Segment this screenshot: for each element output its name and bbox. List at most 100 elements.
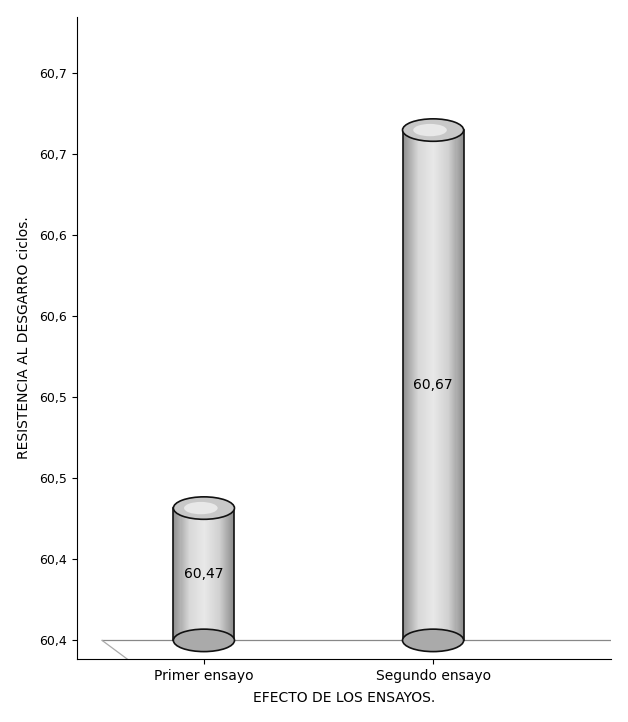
- Bar: [442, 130, 443, 640]
- Ellipse shape: [403, 629, 463, 651]
- Bar: [229, 508, 230, 640]
- Bar: [192, 508, 193, 640]
- Bar: [420, 130, 421, 640]
- Bar: [173, 508, 234, 640]
- Bar: [427, 130, 428, 640]
- Bar: [224, 508, 225, 640]
- Bar: [201, 508, 202, 640]
- Bar: [204, 508, 205, 640]
- Bar: [208, 508, 209, 640]
- Bar: [440, 130, 441, 640]
- Bar: [404, 130, 406, 640]
- Bar: [209, 508, 210, 640]
- Bar: [428, 130, 429, 640]
- Bar: [211, 508, 212, 640]
- Bar: [231, 508, 232, 640]
- Bar: [457, 130, 458, 640]
- Bar: [197, 508, 198, 640]
- Ellipse shape: [173, 497, 234, 519]
- Bar: [462, 130, 463, 640]
- Bar: [210, 508, 211, 640]
- Bar: [422, 130, 423, 640]
- Bar: [188, 508, 190, 640]
- Ellipse shape: [173, 629, 234, 651]
- Bar: [205, 508, 206, 640]
- Bar: [447, 130, 448, 640]
- Bar: [176, 508, 178, 640]
- Bar: [444, 130, 445, 640]
- Bar: [448, 130, 450, 640]
- Bar: [195, 508, 196, 640]
- Bar: [455, 130, 457, 640]
- Bar: [220, 508, 221, 640]
- Bar: [230, 508, 231, 640]
- Bar: [203, 508, 204, 640]
- Bar: [187, 508, 188, 640]
- Bar: [414, 130, 416, 640]
- Bar: [207, 508, 208, 640]
- Bar: [418, 130, 419, 640]
- Bar: [215, 508, 216, 640]
- Bar: [186, 508, 187, 640]
- Bar: [453, 130, 455, 640]
- Bar: [212, 508, 213, 640]
- Bar: [200, 508, 201, 640]
- Bar: [217, 508, 218, 640]
- Bar: [439, 130, 440, 640]
- Bar: [409, 130, 411, 640]
- Bar: [178, 508, 180, 640]
- Bar: [434, 130, 435, 640]
- X-axis label: EFECTO DE LOS ENSAYOS.: EFECTO DE LOS ENSAYOS.: [253, 692, 435, 705]
- Bar: [458, 130, 460, 640]
- Bar: [425, 130, 426, 640]
- Bar: [185, 508, 186, 640]
- Bar: [423, 130, 424, 640]
- Ellipse shape: [403, 119, 463, 142]
- Bar: [424, 130, 425, 640]
- Bar: [173, 508, 175, 640]
- Ellipse shape: [184, 502, 218, 514]
- Bar: [406, 130, 408, 640]
- Bar: [450, 130, 452, 640]
- Bar: [421, 130, 422, 640]
- Bar: [193, 508, 195, 640]
- Bar: [438, 130, 439, 640]
- Bar: [408, 130, 409, 640]
- Bar: [441, 130, 442, 640]
- Bar: [436, 130, 437, 640]
- Bar: [431, 130, 432, 640]
- Bar: [452, 130, 453, 640]
- Bar: [426, 130, 427, 640]
- Text: 60,67: 60,67: [413, 378, 453, 392]
- Bar: [460, 130, 462, 640]
- Bar: [412, 130, 413, 640]
- Bar: [430, 130, 431, 640]
- Bar: [419, 130, 420, 640]
- Bar: [196, 508, 197, 640]
- Bar: [433, 130, 434, 640]
- Bar: [214, 508, 215, 640]
- Bar: [435, 130, 436, 640]
- Bar: [403, 130, 463, 640]
- Bar: [403, 130, 404, 640]
- Bar: [232, 508, 234, 640]
- Ellipse shape: [413, 124, 447, 136]
- Text: 60,47: 60,47: [184, 567, 224, 581]
- Bar: [206, 508, 207, 640]
- Bar: [411, 130, 412, 640]
- Bar: [183, 508, 185, 640]
- Bar: [429, 130, 430, 640]
- Bar: [432, 130, 433, 640]
- Bar: [443, 130, 444, 640]
- Bar: [445, 130, 447, 640]
- Bar: [413, 130, 414, 640]
- Bar: [180, 508, 181, 640]
- Bar: [216, 508, 217, 640]
- Bar: [181, 508, 183, 640]
- Bar: [416, 130, 417, 640]
- Bar: [213, 508, 214, 640]
- Bar: [225, 508, 226, 640]
- Y-axis label: RESISTENCIA AL DESGARRO ciclos.: RESISTENCIA AL DESGARRO ciclos.: [17, 217, 31, 459]
- Bar: [198, 508, 199, 640]
- Bar: [226, 508, 227, 640]
